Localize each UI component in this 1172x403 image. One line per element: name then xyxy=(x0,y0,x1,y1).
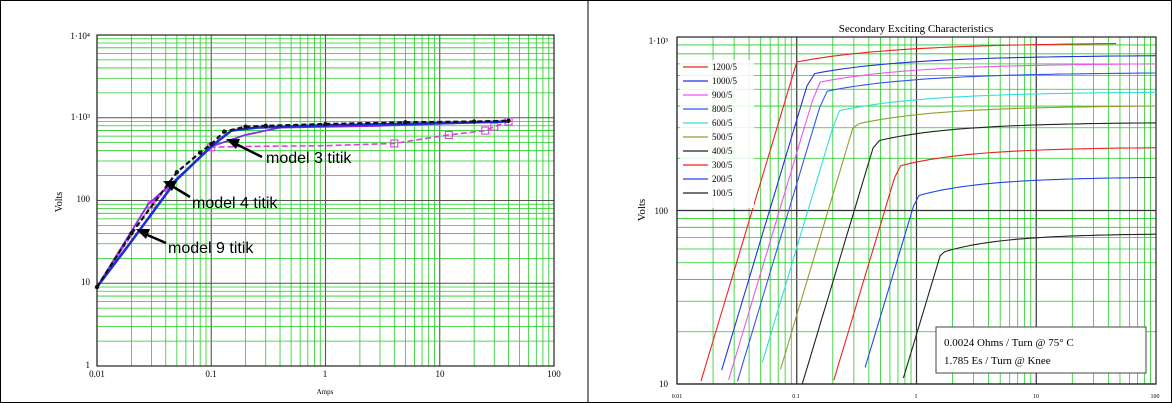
legend-entry: 400/5 xyxy=(712,146,733,156)
left-y-tick-label: 1 xyxy=(86,360,91,370)
left-series-model-9-marker xyxy=(481,126,490,135)
legend-entry: 800/5 xyxy=(712,104,733,114)
left-series-measured-point xyxy=(94,284,100,290)
callout-arrow-model-9 xyxy=(144,232,167,245)
callout-model-9: model 9 titik xyxy=(168,240,254,257)
right-series-group xyxy=(700,43,1157,384)
right-series-line-200-5 xyxy=(864,176,1156,368)
right-y-ticks: 10 100 1·10³ xyxy=(649,36,669,389)
callout-model-3: model 3 titik xyxy=(266,150,352,167)
right-series-line-500-5 xyxy=(779,105,1157,370)
annotation-line-2: 1.785 Es / Turn @ Knee xyxy=(944,355,1051,367)
legend-entry: 100/5 xyxy=(712,188,733,198)
right-series-line-300-5 xyxy=(833,147,1157,381)
legend-entry: 500/5 xyxy=(712,132,733,142)
right-series-line-800-5 xyxy=(736,72,1157,382)
left-plot-border xyxy=(96,34,555,367)
left-x-tick-label: 0.01 xyxy=(89,369,105,379)
left-series-model-9-marker xyxy=(490,122,499,131)
legend-entry: 1200/5 xyxy=(712,62,738,72)
left-series-measured-point xyxy=(174,169,180,175)
left-series-model-9-marker xyxy=(444,130,453,139)
left-y-tick-label: 10 xyxy=(81,277,91,287)
right-y-tick-label: 1·10³ xyxy=(649,36,668,46)
left-chart: 1 10 100 1·10³ 1·10⁴ 0.01 0.1 1 10 100 A… xyxy=(54,31,561,396)
left-x-ticks: 0.01 0.1 1 10 100 xyxy=(89,369,561,379)
right-chart: Secondary Exciting Characteristics 10 10… xyxy=(636,23,1160,400)
legend-background xyxy=(680,60,754,208)
right-legend: 1200/5 1000/5 900/5 800/5 600/5 500/5 400/5 300… xyxy=(680,60,754,208)
left-series-measured-point xyxy=(263,123,268,128)
left-y-axis-label: Volts xyxy=(54,192,65,212)
legend-entry: 600/5 xyxy=(712,118,733,128)
left-y-tick-label: 1·10⁴ xyxy=(70,31,90,41)
legend-entry: 200/5 xyxy=(712,174,733,184)
left-x-tick-label: 1 xyxy=(323,369,328,379)
right-series-line-1200-5 xyxy=(700,43,1117,382)
left-grid xyxy=(96,35,554,367)
left-series-measured-point xyxy=(243,124,248,129)
right-series-line-1000-5 xyxy=(721,55,1157,371)
right-y-axis-label: Volts xyxy=(636,199,648,221)
callout-arrowhead-model-4 xyxy=(163,181,177,191)
right-y-tick-label: 100 xyxy=(655,206,669,216)
right-annotation-box: 0.0024 Ohms / Turn @ 75° C 1.785 Es / Tu… xyxy=(935,326,1147,374)
right-x-tick-label: 100 xyxy=(1151,394,1160,400)
left-x-tick-label: 0.1 xyxy=(205,369,216,379)
callout-arrow-model-3 xyxy=(235,142,263,159)
left-annotations: model 3 titik model 4 titik model 9 titi… xyxy=(136,139,352,257)
left-series-measured-point xyxy=(323,121,328,127)
legend-entry: 300/5 xyxy=(712,160,733,170)
left-x-axis-label: Amps xyxy=(317,388,334,396)
left-series-measured-point xyxy=(222,129,227,134)
legend-entry: 1000/5 xyxy=(712,76,738,86)
right-series-line-600-5 xyxy=(761,91,1157,363)
left-series-measured-point xyxy=(471,119,477,124)
left-x-tick-label: 10 xyxy=(436,369,446,379)
left-series-measured-point xyxy=(209,141,214,147)
right-series-line-100-5 xyxy=(902,233,1157,379)
callout-arrow-model-4 xyxy=(171,184,191,199)
right-x-tick-label: 10 xyxy=(1033,394,1039,400)
right-x-tick-label: 1 xyxy=(915,394,918,400)
left-series-measured-point xyxy=(506,118,511,123)
left-y-ticks: 1 10 100 1·10³ 1·10⁴ xyxy=(70,31,90,370)
right-series-line-900-5 xyxy=(728,63,1156,381)
right-x-tick-label: 0.1 xyxy=(792,394,800,400)
right-x-ticks: 0.01 0.1 1 10 100 xyxy=(672,394,1160,400)
right-x-tick-label: 0.01 xyxy=(672,394,683,400)
left-series-measured-point xyxy=(129,231,134,236)
left-series-measured-point xyxy=(197,150,203,155)
annotation-line-1: 0.0024 Ohms / Turn @ 75° C xyxy=(944,337,1074,349)
left-y-tick-label: 1·10³ xyxy=(71,112,90,122)
right-plot-border xyxy=(676,36,1157,385)
right-y-tick-label: 10 xyxy=(659,379,669,389)
right-chart-title: Secondary Exciting Characteristics xyxy=(839,23,994,35)
legend-entry: 900/5 xyxy=(712,90,733,100)
callout-model-4: model 4 titik xyxy=(192,195,278,212)
left-series-measured-point xyxy=(403,120,408,125)
left-series-model-9-marker xyxy=(390,139,399,148)
callout-arrowhead-model-9 xyxy=(136,229,150,239)
callout-arrowhead-model-3 xyxy=(226,139,240,149)
left-x-tick-label: 100 xyxy=(547,369,561,379)
annotation-box-frame xyxy=(935,326,1147,374)
right-series-line-400-5 xyxy=(801,122,1156,384)
left-series-measured-line xyxy=(96,119,509,288)
left-y-tick-label: 100 xyxy=(77,194,91,204)
right-grid xyxy=(676,37,1156,385)
